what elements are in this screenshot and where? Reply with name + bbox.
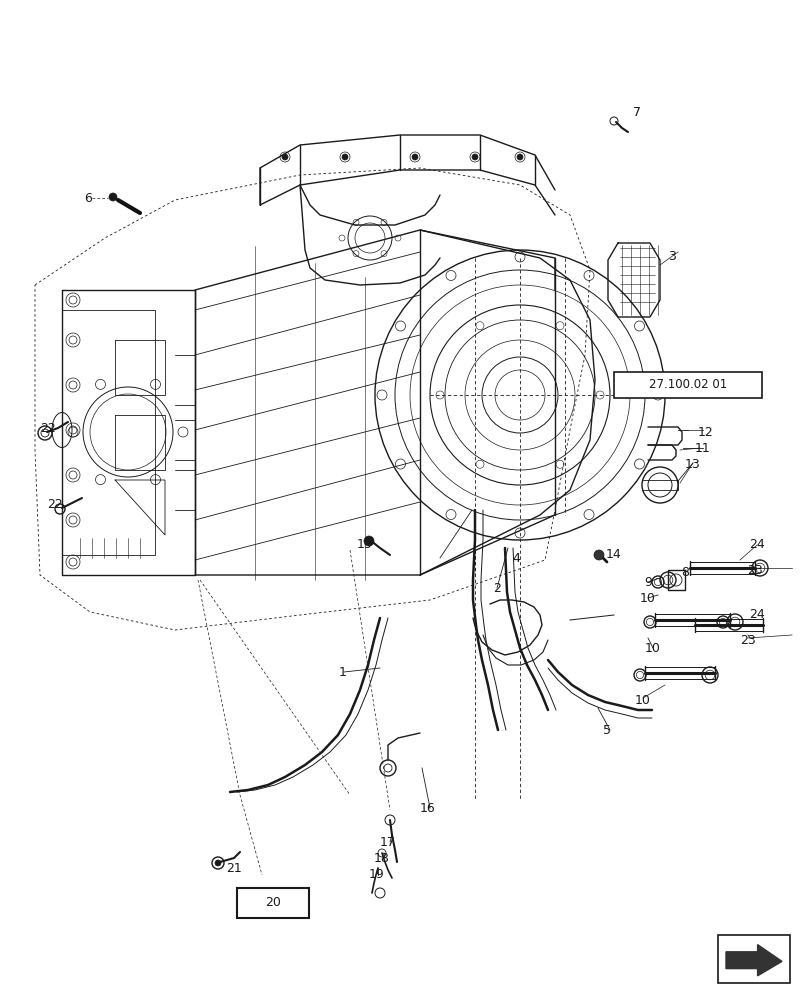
Circle shape bbox=[517, 154, 523, 160]
Circle shape bbox=[282, 154, 288, 160]
Text: 12: 12 bbox=[698, 426, 714, 438]
Text: 6: 6 bbox=[84, 192, 92, 205]
Circle shape bbox=[472, 154, 478, 160]
Text: 10: 10 bbox=[645, 642, 661, 654]
Text: 15: 15 bbox=[357, 538, 373, 552]
Circle shape bbox=[215, 860, 221, 866]
Text: 22: 22 bbox=[47, 498, 63, 512]
Text: 20: 20 bbox=[265, 896, 281, 910]
Text: 17: 17 bbox=[380, 836, 396, 848]
Text: 24: 24 bbox=[749, 538, 765, 552]
Text: 24: 24 bbox=[749, 608, 765, 621]
Text: 3: 3 bbox=[668, 250, 676, 263]
Circle shape bbox=[364, 536, 374, 546]
Text: 19: 19 bbox=[369, 868, 385, 882]
Text: 8: 8 bbox=[681, 566, 689, 578]
Text: 11: 11 bbox=[695, 442, 711, 454]
Text: 21: 21 bbox=[226, 861, 242, 874]
Circle shape bbox=[342, 154, 348, 160]
Text: 9: 9 bbox=[644, 576, 652, 588]
Text: 18: 18 bbox=[374, 852, 390, 864]
FancyBboxPatch shape bbox=[718, 935, 790, 983]
Circle shape bbox=[412, 154, 418, 160]
Text: 7: 7 bbox=[633, 105, 641, 118]
Polygon shape bbox=[726, 945, 782, 976]
Text: 14: 14 bbox=[606, 548, 622, 560]
Text: 23: 23 bbox=[747, 564, 763, 576]
Text: 23: 23 bbox=[740, 634, 755, 647]
Text: 10: 10 bbox=[640, 591, 656, 604]
Circle shape bbox=[594, 550, 604, 560]
Text: 4: 4 bbox=[512, 552, 520, 564]
Circle shape bbox=[109, 193, 117, 201]
Text: 1: 1 bbox=[339, 666, 347, 678]
Text: 16: 16 bbox=[420, 802, 436, 814]
Text: 10: 10 bbox=[635, 694, 651, 706]
Text: 2: 2 bbox=[493, 582, 501, 594]
Text: 27.100.02 01: 27.100.02 01 bbox=[649, 378, 727, 391]
Bar bbox=[237, 888, 309, 918]
Text: 5: 5 bbox=[603, 724, 611, 736]
Text: 13: 13 bbox=[685, 458, 701, 471]
FancyBboxPatch shape bbox=[614, 372, 762, 398]
Text: 22: 22 bbox=[40, 422, 56, 434]
